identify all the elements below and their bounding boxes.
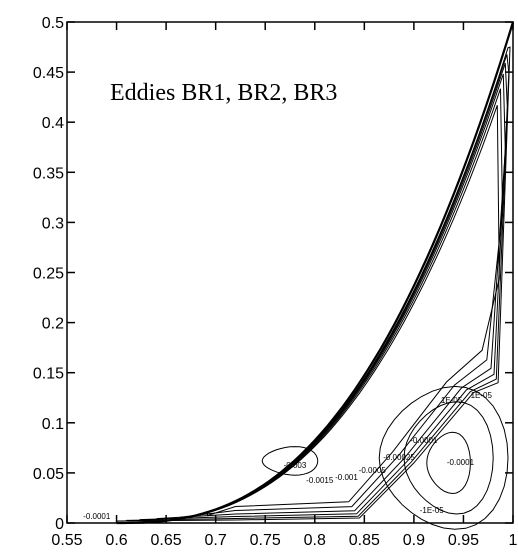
contour-lines bbox=[116, 21, 515, 530]
y-tick-label: 0.45 bbox=[33, 65, 64, 82]
x-tick-label: 0.85 bbox=[349, 532, 380, 549]
x-tick-label: 0.7 bbox=[205, 532, 227, 549]
contour-label: -0.0001 bbox=[410, 436, 438, 445]
eddy-contour bbox=[116, 46, 511, 522]
x-tick-label: 0.75 bbox=[250, 532, 281, 549]
x-tick-label: 0.8 bbox=[304, 532, 326, 549]
inner-eddy-contour bbox=[261, 446, 319, 476]
y-tick-label: 0.2 bbox=[42, 316, 64, 333]
eddy-contour bbox=[139, 63, 508, 522]
y-tick-label: 0.1 bbox=[42, 416, 64, 433]
contour-label: 1E-05 bbox=[471, 391, 493, 400]
x-tick-label: 0.65 bbox=[151, 532, 182, 549]
axes: 0.55 0.6 0.65 0.7 0.75 0.8 0.85 0.9 0.95 1 0 0.05 0.… bbox=[33, 15, 518, 549]
y-tick-label: 0.35 bbox=[33, 165, 64, 182]
eddy-contour bbox=[156, 73, 506, 522]
contour-label: -0.0015 bbox=[306, 476, 334, 485]
contour-label: -0.00025 bbox=[383, 453, 415, 462]
y-tick-label: 0.3 bbox=[42, 215, 64, 232]
corner-eddy-contour bbox=[403, 401, 494, 515]
y-tick-label: 0.4 bbox=[42, 115, 64, 132]
contour-label: -0.0001 bbox=[447, 458, 475, 467]
corner-eddy-contour bbox=[426, 431, 471, 495]
y-tick-label: 0 bbox=[55, 516, 64, 533]
contour-label: -1E-05 bbox=[420, 506, 445, 515]
contour-label: -0.0005 bbox=[359, 466, 387, 475]
chart-title: Eddies BR1, BR2, BR3 bbox=[110, 80, 337, 106]
y-tick-label: 0.15 bbox=[33, 366, 64, 383]
x-tick-label: 1 bbox=[509, 532, 518, 549]
eddy-contour bbox=[207, 105, 500, 517]
y-tick-label: 0.05 bbox=[33, 466, 64, 483]
y-tick-label: 0.25 bbox=[33, 266, 64, 283]
contour-labels: -0.0001 -0.003 -0.0015 -0.001-0.0005 -0.0002… bbox=[83, 391, 492, 521]
y-tick-label: 0.5 bbox=[42, 15, 64, 32]
contour-label: 1E-05 bbox=[441, 396, 463, 405]
x-tick-label: 0.9 bbox=[403, 532, 425, 549]
contour-label: -0.001 bbox=[335, 473, 358, 482]
x-tick-label: 0.55 bbox=[51, 532, 82, 549]
x-tick-label: 0.95 bbox=[448, 532, 479, 549]
eddy-contour bbox=[180, 88, 504, 520]
title-group: Eddies BR1, BR2, BR3 bbox=[110, 80, 337, 106]
contour-label: -0.003 bbox=[284, 461, 307, 470]
eddy-contour bbox=[126, 54, 510, 522]
contour-label: -0.0001 bbox=[83, 512, 111, 521]
corner-eddy-contour bbox=[378, 385, 509, 530]
x-tick-label: 0.6 bbox=[105, 532, 127, 549]
